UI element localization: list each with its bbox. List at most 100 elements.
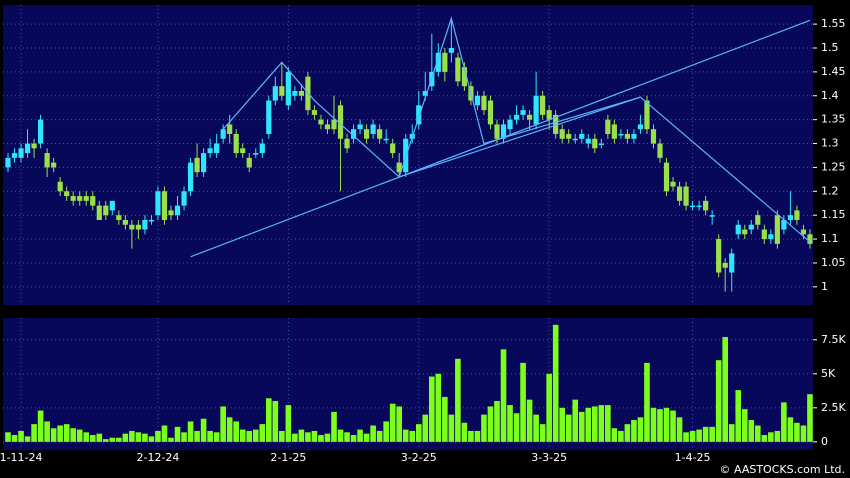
y-tick-label: 1.15 xyxy=(821,208,846,221)
volume-bar xyxy=(213,432,220,442)
volume-bar xyxy=(187,421,194,442)
candle-body xyxy=(729,253,735,273)
volume-bar xyxy=(18,430,24,442)
volume-bar xyxy=(331,411,337,442)
trend-line xyxy=(222,16,811,243)
candle-body xyxy=(279,86,285,96)
volume-bar xyxy=(363,433,370,442)
volume-bar xyxy=(292,433,298,442)
candle-body xyxy=(637,124,644,130)
candle-body xyxy=(396,162,402,173)
volume-bar xyxy=(11,435,18,442)
candle-body xyxy=(416,105,422,125)
candle-body xyxy=(96,205,102,220)
volume-bar xyxy=(129,430,135,442)
volume-bar xyxy=(461,422,468,442)
volume-bar xyxy=(670,410,676,442)
volume-bar xyxy=(324,433,331,442)
volume-bar xyxy=(520,362,526,442)
volume-bar xyxy=(220,406,226,442)
volume-bar xyxy=(631,420,637,442)
candle-body xyxy=(18,148,24,158)
candle-body xyxy=(142,219,148,230)
volume-bar xyxy=(500,349,507,442)
volume-bar xyxy=(663,407,670,442)
candle-body xyxy=(650,129,657,144)
candle-body xyxy=(90,196,96,206)
x-tick-label: 1-11-24 xyxy=(0,451,43,464)
candle-body xyxy=(566,133,572,139)
watermark: © AASTOCKS.com Ltd. xyxy=(720,463,846,476)
volume-bar xyxy=(70,428,76,442)
candle-body xyxy=(57,181,63,192)
candle-body xyxy=(344,138,350,149)
candle-body xyxy=(168,210,174,216)
volume-bar xyxy=(396,406,402,442)
y-tick-label: 1.25 xyxy=(821,160,846,173)
volume-bar xyxy=(624,424,631,442)
candle-body xyxy=(722,262,728,268)
candle-body xyxy=(155,191,161,216)
volume-bar xyxy=(552,324,559,442)
volume-bar xyxy=(5,432,11,442)
candle-body xyxy=(690,205,696,208)
volume-bar xyxy=(429,376,435,442)
candle-body xyxy=(507,119,513,130)
x-tick-label: 1-4-25 xyxy=(675,451,711,464)
volume-bar xyxy=(116,437,122,442)
candle-body xyxy=(807,234,813,244)
volume-bar xyxy=(513,413,520,442)
volume-bar xyxy=(487,406,494,442)
candle-body xyxy=(761,229,767,240)
volume-bar xyxy=(83,432,90,442)
y-tick-label: 5K xyxy=(821,367,836,380)
volume-bar xyxy=(370,425,376,442)
volume-bar xyxy=(592,406,598,442)
candle-body xyxy=(579,133,585,139)
volume-bar xyxy=(611,428,618,442)
candle-body xyxy=(500,124,507,139)
candle-body xyxy=(800,229,807,235)
y-tick-label: 1.45 xyxy=(821,65,846,78)
y-tick-label: 2.5K xyxy=(821,401,846,414)
volume-bar xyxy=(402,429,409,442)
volume-bar xyxy=(507,405,513,442)
volume-bar xyxy=(748,420,755,442)
volume-bar xyxy=(318,435,324,442)
candle-body xyxy=(540,95,546,115)
candle-body xyxy=(748,224,754,230)
volume-bar xyxy=(794,422,800,442)
volume-bar xyxy=(709,426,715,442)
candle-body xyxy=(357,124,363,130)
candle-body xyxy=(768,234,774,240)
volume-bar xyxy=(96,433,103,442)
volume-bar xyxy=(702,426,709,442)
volume-bar xyxy=(279,430,285,442)
candle-body xyxy=(455,57,461,82)
volume-bar xyxy=(298,429,305,442)
volume-bar xyxy=(526,399,533,442)
candle-body xyxy=(266,100,272,134)
candle-body xyxy=(553,114,559,134)
volume-bar xyxy=(174,426,181,442)
volume-bar xyxy=(31,424,37,442)
volume-bar xyxy=(44,421,50,442)
candle-body xyxy=(696,205,702,208)
candle-body xyxy=(442,52,448,72)
candle-body xyxy=(181,191,187,206)
candle-body xyxy=(364,129,370,139)
candle-body xyxy=(214,143,220,154)
volume-bar xyxy=(50,428,57,442)
volume-bar xyxy=(161,425,168,442)
volume-bar xyxy=(481,414,487,442)
candle-body xyxy=(735,224,741,235)
volume-bar xyxy=(442,396,448,442)
candle-body xyxy=(83,196,89,201)
candle-body xyxy=(109,200,115,211)
volume-bar xyxy=(598,405,605,442)
candle-body xyxy=(559,129,565,139)
volume-bar xyxy=(637,417,644,442)
candle-body xyxy=(709,215,715,217)
volume-bar xyxy=(207,430,213,442)
